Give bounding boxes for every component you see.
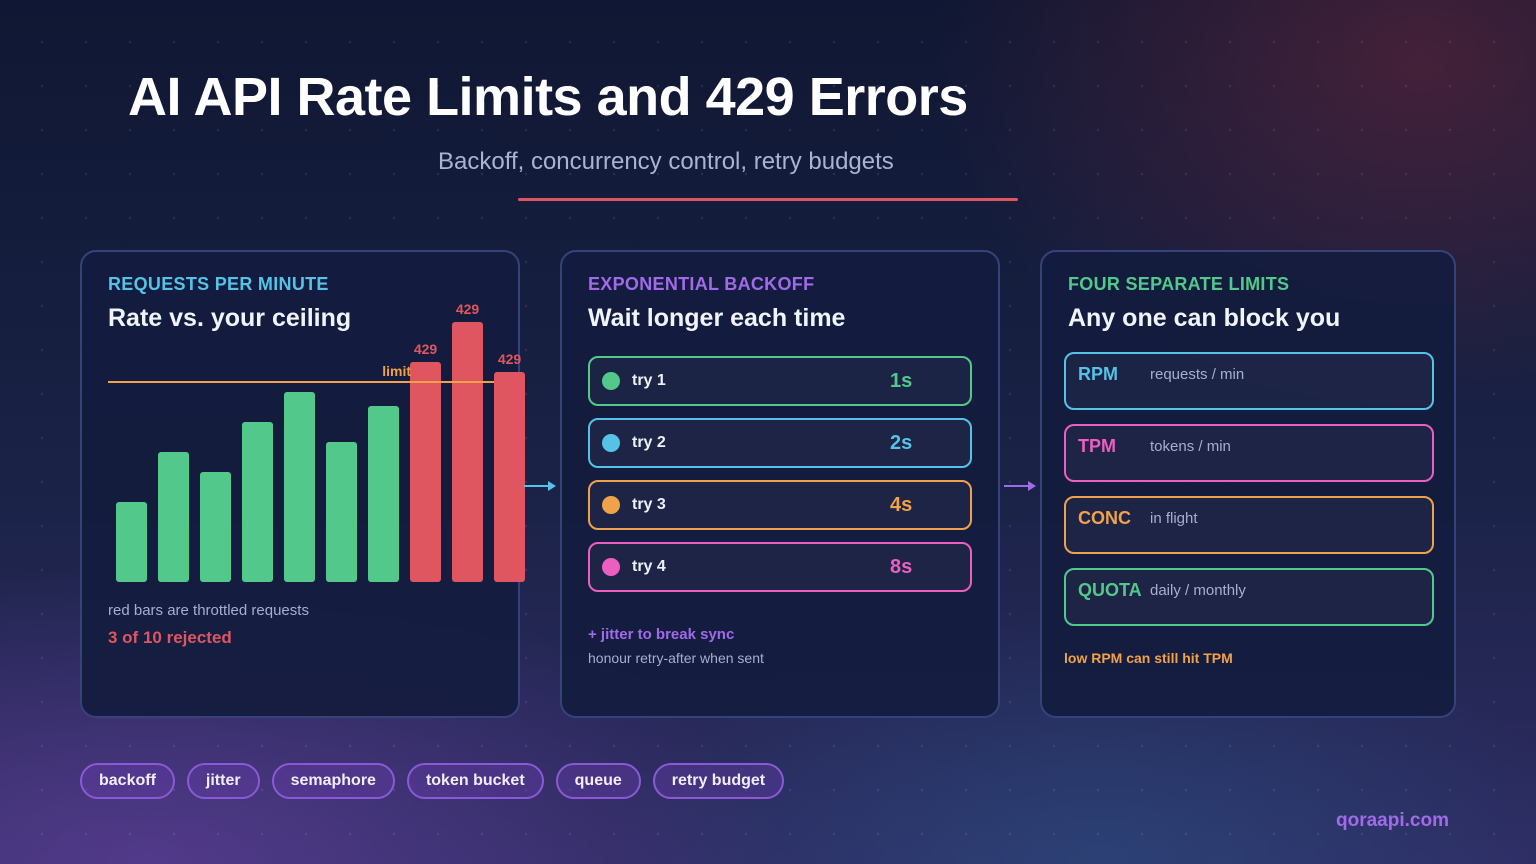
try-wait-time: 4s [890, 494, 913, 516]
request-bar [368, 406, 399, 582]
limit-code: RPM [1078, 364, 1118, 384]
try-wait-time: 8s [890, 556, 913, 578]
try-row-1: try 1 1s [588, 356, 972, 406]
throttled-bar [410, 362, 441, 582]
try-row-3: try 3 4s [588, 480, 972, 530]
footer-url-link[interactable]: qoraapi.com [1336, 810, 1449, 831]
rejected-summary: 3 of 10 rejected [108, 628, 232, 647]
request-bar [116, 502, 147, 582]
try-label: try 1 [632, 372, 666, 389]
try-wait-time: 2s [890, 432, 913, 454]
flow-arrow-icon [1004, 481, 1036, 491]
throttled-bar [494, 372, 525, 582]
tag-chip[interactable]: token bucket [406, 763, 544, 799]
throttled-bar [452, 322, 483, 582]
tag-chip[interactable]: retry budget [652, 763, 785, 799]
card-kicker: FOUR SEPARATE LIMITS [1068, 274, 1290, 294]
tag-chip[interactable]: jitter [186, 763, 260, 799]
four-limits-card: FOUR SEPARATE LIMITS Any one can block y… [1040, 250, 1456, 718]
flow-arrow-icon [524, 481, 556, 491]
tag-chip[interactable]: semaphore [271, 763, 395, 799]
limits-footnote: low RPM can still hit TPM [1064, 650, 1233, 666]
exponential-backoff-card: EXPONENTIAL BACKOFF Wait longer each tim… [560, 250, 1000, 718]
limit-description: daily / monthly [1150, 582, 1246, 599]
card-heading: Rate vs. your ceiling [108, 304, 352, 332]
limit-code: QUOTA [1078, 580, 1142, 600]
page-title: AI API Rate Limits and 429 Errors [128, 67, 968, 127]
page-subtitle: Backoff, concurrency control, retry budg… [438, 148, 894, 175]
limit-box-tpm: TPM tokens / min [1064, 424, 1434, 482]
bar-data-label: 429 [414, 341, 438, 357]
limit-code: TPM [1078, 436, 1116, 456]
limit-box-rpm: RPM requests / min [1064, 352, 1434, 410]
card-heading: Wait longer each time [588, 304, 846, 332]
limit-box-quota: QUOTA daily / monthly [1064, 568, 1434, 626]
requests-per-minute-card: REQUESTS PER MINUTE Rate vs. your ceilin… [80, 250, 525, 718]
try-row-4: try 4 8s [588, 542, 972, 592]
chart-note: red bars are throttled requests [108, 602, 309, 619]
card-kicker: EXPONENTIAL BACKOFF [588, 274, 815, 294]
tag-chip[interactable]: backoff [80, 763, 175, 799]
limit-description: in flight [1150, 510, 1198, 527]
status-dot-icon [602, 434, 620, 452]
card-heading: Any one can block you [1068, 304, 1341, 332]
jitter-note: + jitter to break sync [588, 626, 735, 643]
bar-data-label: 429 [498, 351, 522, 367]
try-label: try 2 [632, 434, 666, 451]
try-label: try 3 [632, 496, 666, 513]
tag-chip-row: backoff jitter semaphore token bucket qu… [80, 763, 785, 799]
try-wait-time: 1s [890, 370, 913, 392]
limit-code: CONC [1078, 508, 1131, 528]
limit-box-conc: CONC in flight [1064, 496, 1434, 554]
tag-chip[interactable]: queue [555, 763, 641, 799]
status-dot-icon [602, 558, 620, 576]
limit-description: tokens / min [1150, 438, 1231, 455]
bar-data-label: 429 [456, 301, 480, 317]
card-kicker: REQUESTS PER MINUTE [108, 274, 329, 294]
try-row-2: try 2 2s [588, 418, 972, 468]
title-underline [518, 198, 1018, 201]
status-dot-icon [602, 372, 620, 390]
request-bar [326, 442, 357, 582]
request-bar [200, 472, 231, 582]
retry-after-note: honour retry-after when sent [588, 650, 764, 666]
request-bar [242, 422, 273, 582]
status-dot-icon [602, 496, 620, 514]
try-label: try 4 [632, 558, 666, 575]
request-bar [158, 452, 189, 582]
limit-label: limit [382, 363, 411, 379]
request-bar [284, 392, 315, 582]
limit-description: requests / min [1150, 366, 1245, 383]
